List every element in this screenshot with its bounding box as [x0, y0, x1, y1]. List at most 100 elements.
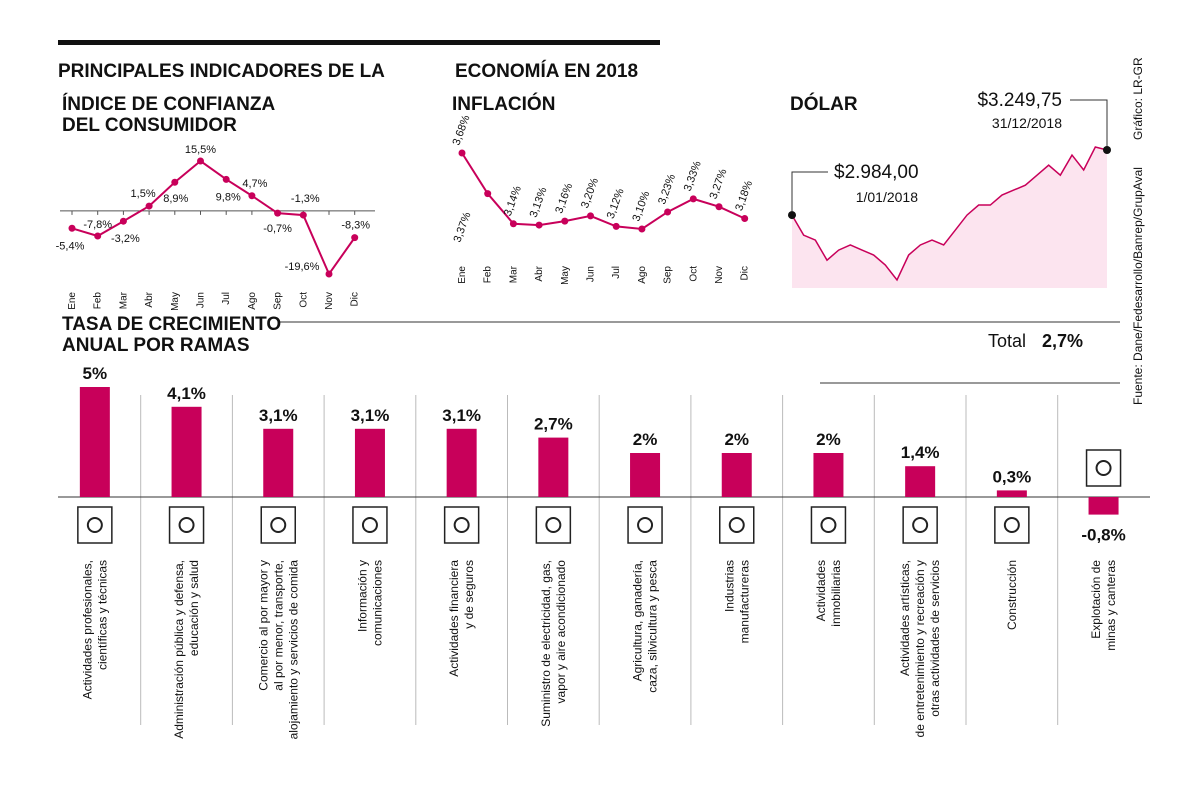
value-label: 2% — [816, 430, 841, 449]
value-label: -0,8% — [1081, 526, 1125, 545]
point — [145, 202, 153, 210]
value-label: 3,20% — [579, 176, 601, 210]
icon — [168, 506, 205, 544]
category-label: Industrias — [722, 560, 736, 612]
category-label: Actividades artísticas, — [898, 560, 912, 676]
x-tick-label: Oct — [298, 292, 309, 308]
icon — [352, 506, 388, 544]
icon-glyph — [820, 517, 837, 533]
value-label: -5,4% — [56, 240, 85, 252]
icon-glyph — [270, 517, 287, 533]
category-label: al por menor, transporte, — [271, 560, 285, 691]
point — [689, 195, 697, 203]
icon-glyph — [1003, 517, 1020, 533]
line — [71, 159, 356, 277]
chart-title: DEL CONSUMIDOR — [62, 115, 237, 136]
x-tick-label: Feb — [93, 292, 104, 310]
annotation-date: 1/01/2018 — [856, 189, 918, 205]
category-label: Actividades financiera — [447, 560, 461, 677]
category-label: de entretenimiento y recreación y — [913, 560, 927, 737]
point — [197, 157, 204, 165]
bar — [538, 437, 569, 497]
value-label: 3,10% — [630, 189, 652, 223]
x-tick-label: Jun — [196, 292, 207, 308]
point — [68, 224, 76, 232]
value-label: -7,8% — [83, 219, 112, 231]
annotation-date: 31/12/2018 — [992, 115, 1062, 131]
point — [458, 149, 466, 157]
bar — [263, 428, 294, 497]
chart-title: INFLACIÓN — [452, 93, 555, 115]
value-label: -3,2% — [111, 233, 140, 245]
value-label: 3,27% — [708, 167, 730, 201]
point — [94, 232, 102, 240]
point — [587, 212, 594, 220]
x-tick-label: Dic — [740, 266, 751, 280]
category-label: otras actividades de servicios — [928, 560, 942, 717]
title: ECONOMÍA EN 2018 — [455, 60, 638, 82]
icon — [719, 506, 755, 544]
icon — [627, 506, 663, 544]
value-label: 3,37% — [452, 210, 474, 244]
category-label: Actividades profesionales, — [80, 560, 94, 699]
x-tick-label: Ene — [67, 292, 78, 310]
category-label: Agricultura, ganadería, — [631, 560, 645, 681]
x-tick-label: Abr — [144, 291, 155, 307]
category-label: Administración pública y defensa, — [172, 560, 186, 739]
icon — [77, 506, 113, 544]
value-label: 3,23% — [656, 172, 678, 206]
icon-glyph — [912, 517, 929, 533]
icon — [260, 506, 296, 544]
x-tick-label: Jul — [221, 292, 232, 305]
x-tick-label: Jul — [611, 266, 622, 279]
bar — [1088, 497, 1119, 515]
category-label: Explotación de — [1089, 560, 1103, 639]
x-tick-label: Oct — [688, 266, 699, 282]
icon — [1085, 449, 1122, 487]
category-label: educación y salud — [187, 560, 201, 656]
value-label: -1,3% — [291, 193, 320, 205]
icon-glyph — [86, 517, 103, 533]
category-label: manufactureras — [737, 560, 751, 643]
chart-title: ANUAL POR RAMAS — [62, 335, 250, 356]
x-tick-label: Jun — [586, 266, 597, 282]
point — [664, 208, 672, 216]
x-tick-label: Nov — [324, 292, 335, 310]
bar — [354, 428, 385, 497]
point — [274, 209, 282, 217]
annotation: $3.249,75 — [977, 90, 1062, 111]
point — [535, 221, 543, 229]
bar — [446, 428, 477, 497]
value-label: 9,8% — [216, 191, 241, 203]
point — [741, 215, 749, 223]
value-label: 3,18% — [733, 179, 755, 213]
value-label: 0,3% — [992, 467, 1031, 486]
bar — [905, 466, 936, 497]
chart-title: ÍNDICE DE CONFIANZA — [62, 93, 276, 115]
point — [509, 220, 517, 228]
icon-glyph — [545, 517, 562, 533]
point — [715, 203, 723, 211]
value-label: 3,14% — [502, 184, 524, 218]
point — [222, 175, 230, 183]
bar — [996, 490, 1027, 497]
annotation: $2.984,00 — [834, 162, 919, 183]
icon — [443, 506, 480, 544]
value-label: 3,12% — [605, 187, 627, 221]
x-tick-label: Mar — [118, 291, 129, 309]
category-label: Comercio al por mayor y — [256, 560, 270, 691]
icon-glyph — [637, 517, 654, 533]
point — [299, 211, 307, 219]
x-tick-label: Mar — [508, 265, 519, 283]
x-tick-label: Ene — [457, 266, 468, 284]
bar — [721, 453, 752, 497]
value-label: 2% — [633, 430, 658, 449]
value-label: 3,16% — [553, 182, 575, 216]
category-label: Actividades — [814, 560, 828, 621]
x-tick-label: Sep — [663, 266, 674, 284]
category-label: Información y — [355, 560, 369, 632]
x-tick-label: Feb — [483, 266, 494, 284]
value-label: 15,5% — [185, 144, 216, 156]
x-tick-label: May — [560, 266, 571, 285]
